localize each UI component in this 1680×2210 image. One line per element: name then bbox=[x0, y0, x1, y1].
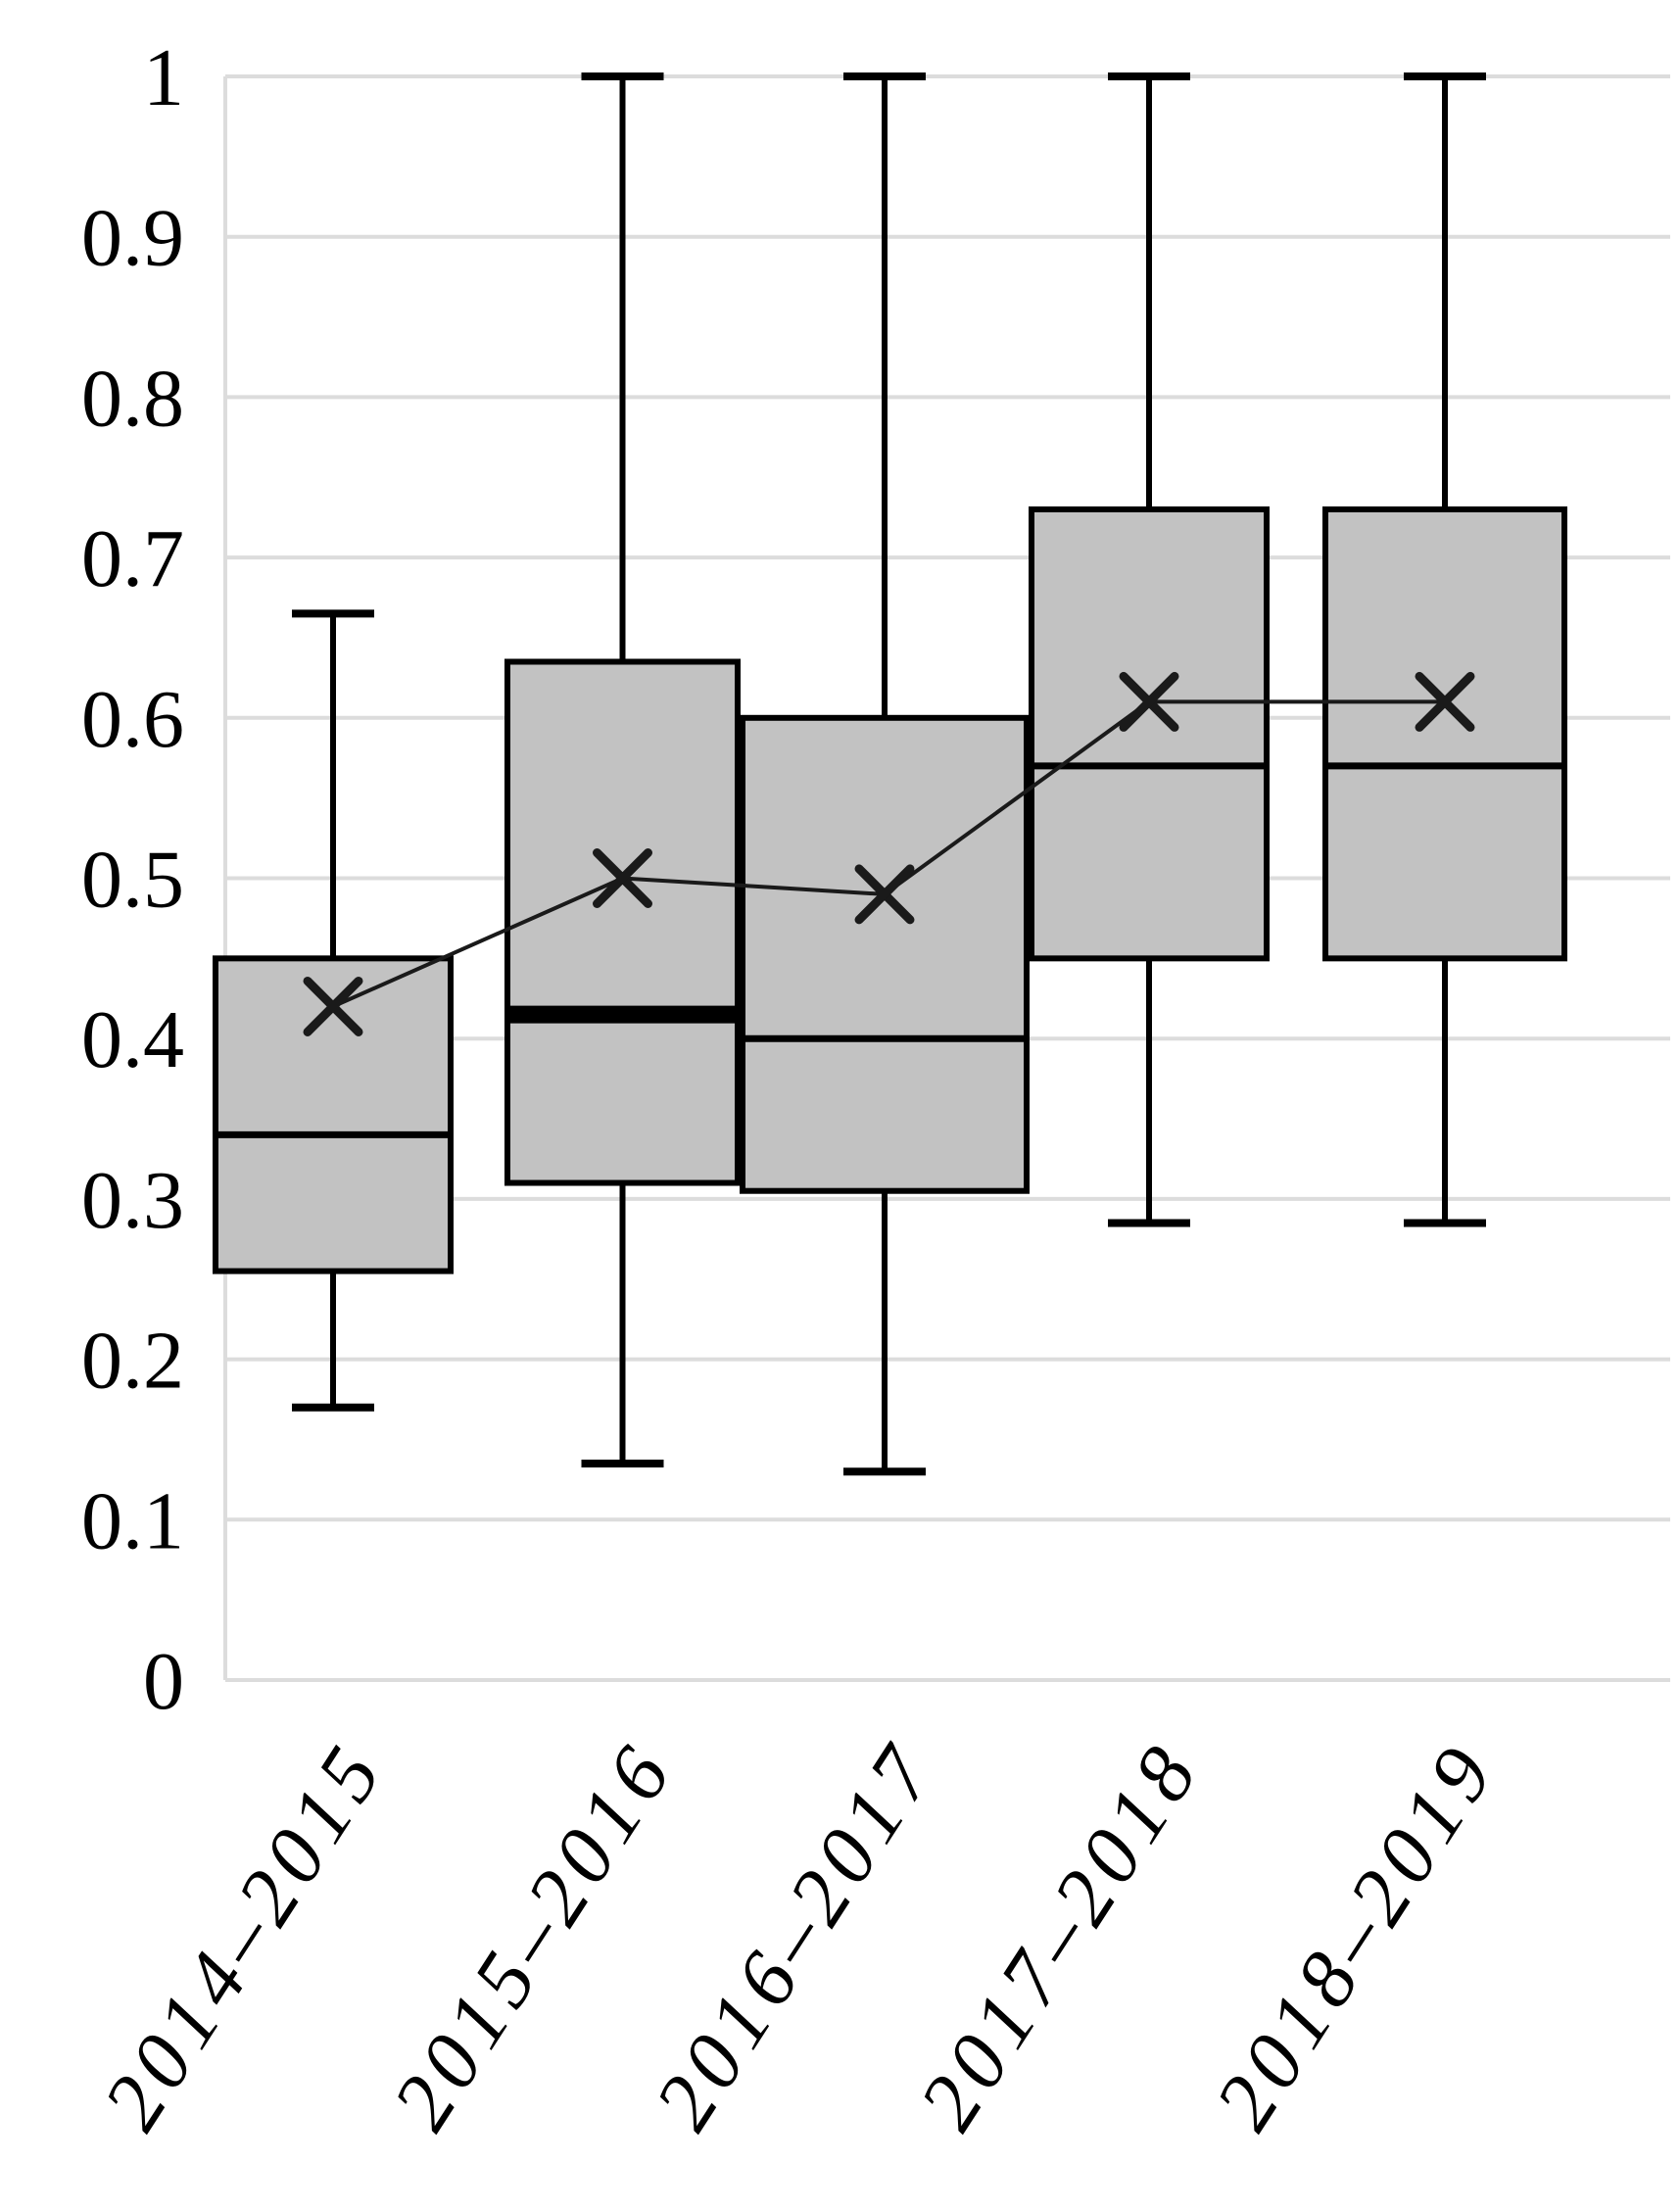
box-rect bbox=[1322, 505, 1567, 962]
y-tick-label: 0.4 bbox=[81, 994, 184, 1085]
x-tick-label: 2015–2016 bbox=[375, 1726, 692, 2145]
x-tick-label: 2014–2015 bbox=[86, 1726, 403, 2145]
box-rect bbox=[504, 658, 741, 1186]
y-tick-label: 0.5 bbox=[81, 835, 184, 926]
y-tick-label: 0.2 bbox=[81, 1316, 184, 1407]
y-tick-label: 0.1 bbox=[81, 1475, 184, 1566]
x-tick-label: 2017–2018 bbox=[902, 1726, 1219, 2145]
mean-x-marker bbox=[593, 848, 652, 908]
y-tick-label: 0.7 bbox=[81, 513, 184, 604]
x-tick-label: 2016–2017 bbox=[638, 1726, 954, 2145]
box-rect bbox=[1029, 505, 1270, 962]
mean-x-marker bbox=[303, 976, 363, 1036]
y-tick-label: 1 bbox=[143, 32, 184, 123]
box-rect bbox=[213, 955, 454, 1274]
mean-x-marker bbox=[854, 864, 915, 925]
mean-x-marker bbox=[1415, 671, 1475, 732]
y-tick-label: 0.6 bbox=[81, 674, 184, 765]
box-rect bbox=[740, 714, 1030, 1194]
y-tick-label: 0 bbox=[143, 1636, 184, 1727]
x-tick-label: 2018–2019 bbox=[1198, 1726, 1514, 2145]
y-tick-label: 0.3 bbox=[81, 1155, 184, 1246]
y-tick-label: 0.9 bbox=[81, 193, 184, 284]
mean-x-marker bbox=[1119, 671, 1179, 732]
y-tick-label: 0.8 bbox=[81, 353, 184, 444]
